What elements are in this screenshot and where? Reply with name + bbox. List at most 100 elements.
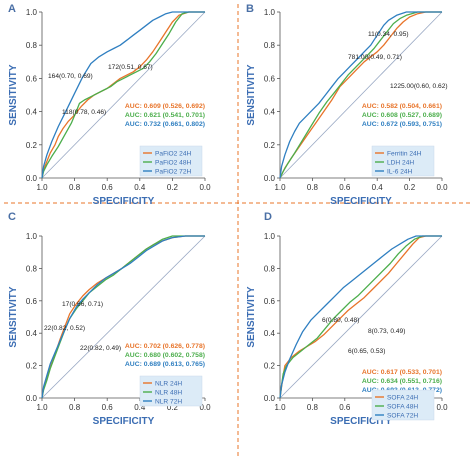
cutoff-annotation: 6(0.80, 0.48) [322, 317, 359, 324]
y-tick-label: 1.0 [26, 8, 38, 17]
x-tick-label: 0.2 [167, 403, 179, 412]
x-tick-label: 0.2 [167, 183, 179, 192]
x-tick-label: 1.0 [274, 403, 286, 412]
auc-label: AUC: 0.634 (0.551, 0.716) [362, 378, 442, 385]
cutoff-annotation: 8(0.73, 0.49) [368, 328, 405, 335]
x-tick-label: 0.4 [134, 183, 146, 192]
auc-label: AUC: 0.609 (0.526, 0.692) [125, 103, 205, 110]
reference-diagonal [41, 11, 206, 179]
y-tick-label: 0.4 [26, 108, 38, 117]
legend-entry: PaFiO2 24H [155, 150, 192, 157]
auc-label: AUC: 0.608 (0.527, 0.689) [362, 112, 442, 119]
y-tick-label: 0.8 [264, 41, 276, 50]
auc-label: AUC: 0.621 (0.541, 0.701) [125, 112, 205, 119]
y-tick-label: 0.8 [26, 264, 38, 273]
roc-curve-3 [41, 235, 205, 399]
y-tick-label: 0.4 [264, 329, 276, 338]
y-tick-label: 0.2 [264, 362, 276, 371]
y-tick-label: 1.0 [264, 232, 276, 241]
auc-label: AUC: 0.689 (0.613, 0.765) [125, 361, 205, 368]
y-tick-label: 0.6 [264, 297, 276, 306]
x-axis-title: SPECIFICITY [93, 196, 155, 207]
y-tick-label: 0.4 [26, 329, 38, 338]
auc-label: AUC: 0.582 (0.504, 0.661) [362, 103, 442, 110]
panel-letter: D [264, 211, 272, 223]
roc-panel-b: B 1.0 0.8 0.6 0.4 0.2 0.0 0.0 0.2 0.4 0.6 0.8 1.0 SPE… [246, 3, 448, 207]
x-tick-label: 0.8 [307, 183, 319, 192]
x-tick-label: 0.8 [69, 403, 81, 412]
roc-curve-3 [279, 11, 442, 179]
cutoff-annotation: 6(0.65, 0.53) [348, 348, 385, 355]
x-tick-label: 0.0 [436, 403, 448, 412]
y-tick-label: 1.0 [264, 8, 276, 17]
y-tick-label: 0.2 [264, 141, 276, 150]
legend-entry: SOFA 48H [387, 403, 418, 410]
roc-panel-c: C 1.0 0.8 0.6 0.4 0.2 0.0 0.0 0.2 0.4 0.6 0.8 1.0 SPE… [8, 211, 211, 427]
panel-letter: B [246, 3, 254, 15]
x-tick-label: 0.6 [339, 183, 351, 192]
y-tick-label: 0.6 [26, 74, 38, 83]
legend-entry: PaFiO2 72H [155, 168, 192, 175]
cutoff-annotation: 22(0.82, 0.49) [80, 345, 121, 352]
cutoff-annotation: 1225.00(0.60, 0.62) [390, 83, 448, 90]
legend-entry: SOFA 24H [387, 394, 418, 401]
reference-diagonal [279, 235, 443, 399]
y-tick-label: 0.0 [264, 394, 276, 403]
legend-entry: PaFiO2 48H [155, 159, 192, 166]
y-axis-title: SENSITIVITY [246, 286, 257, 347]
panel-letter: C [8, 211, 16, 223]
x-tick-label: 1.0 [36, 183, 48, 192]
legend-entry: LDH 24H [387, 159, 414, 166]
x-tick-label: 1.0 [274, 183, 286, 192]
legend-entry: Ferritin 24H [387, 150, 422, 157]
y-tick-label: 0.0 [26, 174, 38, 183]
auc-label: AUC: 0.617 (0.533, 0.701) [362, 369, 442, 376]
y-tick-label: 0.2 [26, 362, 38, 371]
roc-panel-d: D1.00.80.60.40.20.00.00.20.40.60.81.0SPE… [246, 211, 448, 427]
x-tick-label: 0.8 [307, 403, 319, 412]
cutoff-annotation: 22(0.82, 0.52) [44, 325, 85, 332]
roc-curve-2 [279, 235, 442, 399]
x-tick-label: 0.0 [436, 183, 448, 192]
roc-curve-3 [41, 11, 205, 179]
cutoff-annotation: 11(0.34, 0.95) [368, 31, 409, 38]
legend-entry: SOFA 72H [387, 412, 418, 419]
legend-entry: IL-6 24H [387, 168, 413, 175]
roc-curve-2 [41, 11, 205, 179]
x-tick-label: 0.8 [69, 183, 81, 192]
y-tick-label: 0.8 [264, 264, 276, 273]
legend-entry: NLR 24H [155, 380, 182, 387]
x-tick-label: 0.6 [339, 403, 351, 412]
cutoff-annotation: 118(0.78, 0.46) [62, 109, 106, 116]
y-axis-title: SENSITIVITY [8, 64, 19, 125]
x-axis-title: SPECIFICITY [330, 196, 392, 207]
roc-curve-2 [279, 11, 442, 179]
x-tick-label: 1.0 [36, 403, 48, 412]
cutoff-annotation: 172(0.51, 0.67) [108, 64, 153, 71]
y-tick-label: 0.6 [26, 297, 38, 306]
cutoff-annotation: 781.00(0.49, 0.71) [348, 54, 402, 61]
y-tick-label: 1.0 [26, 232, 38, 241]
x-tick-label: 0.0 [199, 403, 211, 412]
y-axis-title: SENSITIVITY [246, 64, 257, 125]
auc-label: AUC: 0.680 (0.602, 0.758) [125, 352, 205, 359]
x-tick-label: 0.4 [372, 183, 384, 192]
roc-curve-3 [279, 235, 442, 399]
y-tick-label: 0.0 [26, 394, 38, 403]
auc-label: AUC: 0.672 (0.593, 0.751) [362, 121, 442, 128]
y-tick-label: 0.6 [264, 74, 276, 83]
roc-curve-1 [279, 11, 442, 179]
x-tick-label: 0.6 [102, 403, 114, 412]
reference-diagonal [41, 235, 206, 399]
auc-label: AUC: 0.702 (0.626, 0.778) [125, 343, 205, 350]
x-tick-label: 0.0 [199, 183, 211, 192]
y-tick-label: 0.2 [26, 141, 38, 150]
cutoff-annotation: 164(0.70, 0.69) [48, 73, 93, 80]
auc-label: AUC: 0.732 (0.661, 0.802) [125, 121, 205, 128]
x-axis-title: SPECIFICITY [93, 416, 155, 427]
x-tick-label: 0.2 [404, 183, 416, 192]
x-axis-title: SPECIFICITY [330, 416, 392, 427]
legend-entry: NLR 48H [155, 389, 182, 396]
y-tick-label: 0.8 [26, 41, 38, 50]
